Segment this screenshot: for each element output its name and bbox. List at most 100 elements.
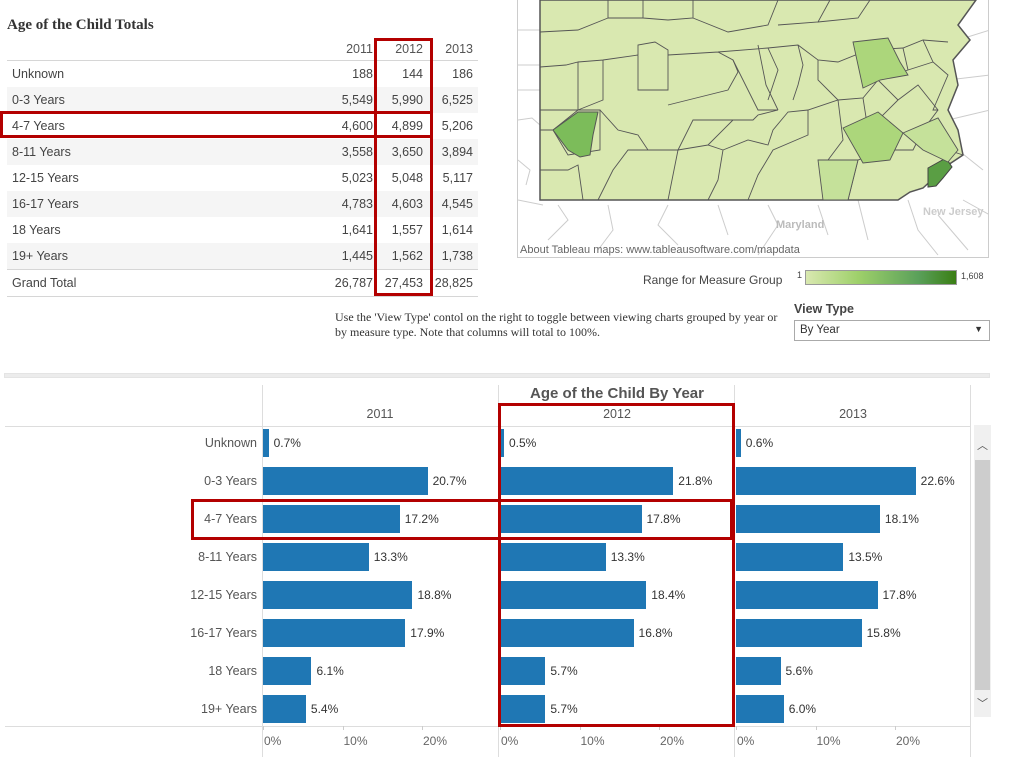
category-label: 4-7 Years (204, 512, 257, 526)
bar-label-2013: 18.1% (884, 512, 919, 526)
vertical-scrollbar[interactable]: ︿ ﹀ (974, 425, 991, 717)
table-header: 2011 2012 2013 (7, 36, 478, 61)
bar-label-2013: 15.8% (866, 626, 901, 640)
row-value-2012: 3,650 (391, 145, 423, 159)
county-map[interactable]: Maryland New Jersey (517, 0, 989, 258)
bar-2012[interactable] (500, 619, 634, 647)
bar-2013[interactable] (736, 619, 862, 647)
chart-title: Age of the Child By Year (530, 385, 704, 402)
bar-2013[interactable] (736, 581, 878, 609)
x-tick-label: 10% (816, 734, 841, 748)
bar-label-2011: 5.4% (310, 702, 339, 716)
row-value-2012: 5,048 (391, 171, 423, 185)
county-highlight-northeast (852, 37, 909, 89)
row-value-2011: 3,558 (341, 145, 373, 159)
x-tick-label: 0% (501, 734, 519, 748)
column-header-2013: 2013 (445, 42, 473, 56)
grand-total-row: Grand Total 26,787 27,453 28,825 (7, 269, 478, 297)
instructions-text: Use the 'View Type' contol on the right … (335, 310, 778, 339)
bar-2011[interactable] (263, 505, 400, 533)
row-label: 12-15 Years (12, 171, 79, 185)
bar-2013[interactable] (736, 543, 844, 571)
bar-label-2011: 13.3% (373, 550, 408, 564)
bar-2011[interactable] (263, 429, 269, 457)
row-label: 8-11 Years (12, 145, 71, 159)
bar-2011[interactable] (263, 543, 369, 571)
x-tick-label: 0% (264, 734, 282, 748)
bar-2011[interactable] (263, 695, 306, 723)
section-divider (4, 373, 990, 378)
panel-header-2013: 2013 (839, 407, 867, 421)
grand-total-2013: 28,825 (434, 276, 473, 290)
bar-label-2012: 0.5% (508, 436, 537, 450)
row-value-2011: 5,023 (341, 171, 373, 185)
panel-divider (970, 385, 971, 757)
bar-2012[interactable] (500, 505, 642, 533)
x-tick-mark (500, 726, 501, 730)
bar-label-2013: 0.6% (745, 436, 774, 450)
bar-2013[interactable] (736, 467, 916, 495)
scroll-up-icon[interactable]: ︿ (977, 440, 988, 452)
county-medium-2 (902, 117, 959, 163)
table-row: 8-11 Years 3,558 3,650 3,894 (7, 139, 478, 165)
row-value-2012: 5,990 (391, 93, 423, 107)
header-rule (5, 426, 971, 427)
row-value-2013: 1,614 (441, 223, 473, 237)
county-highlight-west (552, 111, 599, 158)
bar-label-2011: 0.7% (273, 436, 301, 450)
bar-2012[interactable] (500, 657, 546, 685)
view-type-dropdown[interactable]: By Year ▼ (794, 320, 990, 341)
x-tick-mark (422, 726, 423, 730)
row-value-2012: 4,603 (391, 197, 423, 211)
bar-2011[interactable] (263, 581, 413, 609)
bar-2012[interactable] (500, 467, 674, 495)
bar-label-2012: 18.4% (651, 588, 686, 602)
row-value-2013: 186 (452, 67, 473, 81)
x-tick-label: 10% (580, 734, 605, 748)
bar-label-2013: 22.6% (920, 474, 955, 488)
bar-2011[interactable] (263, 619, 406, 647)
county-highlight-southeast (842, 111, 904, 164)
row-value-2011: 1,641 (341, 223, 373, 237)
row-value-2013: 4,545 (441, 197, 473, 211)
x-tick-label: 20% (896, 734, 921, 748)
x-tick-mark (263, 726, 264, 730)
x-tick-label: 20% (423, 734, 448, 748)
bar-2012[interactable] (500, 543, 606, 571)
row-value-2012: 1,562 (391, 249, 423, 263)
bar-2013[interactable] (736, 505, 880, 533)
row-value-2011: 1,445 (341, 249, 373, 263)
category-label: 16-17 Years (190, 626, 257, 640)
row-value-2011: 4,600 (341, 119, 373, 133)
panel-divider (262, 385, 263, 757)
category-label: 19+ Years (201, 702, 257, 716)
county-medium-1 (817, 159, 859, 201)
x-tick-mark (342, 726, 344, 730)
pennsylvania-shape (539, 0, 977, 201)
bar-label-2012: 16.8% (638, 626, 673, 640)
bar-2012[interactable] (500, 581, 647, 609)
scroll-down-icon[interactable]: ﹀ (977, 698, 988, 710)
scrollbar-thumb[interactable] (975, 460, 990, 690)
bar-2013[interactable] (736, 695, 784, 723)
chevron-down-icon: ▼ (974, 324, 983, 334)
bar-2013[interactable] (736, 429, 741, 457)
legend-label: Range for Measure Group (643, 273, 783, 287)
map-attribution-link[interactable]: About Tableau maps: www.tableausoftware.… (520, 244, 800, 256)
bar-label-2011: 17.9% (410, 626, 445, 640)
row-value-2013: 1,738 (441, 249, 473, 263)
axis-rule (5, 726, 971, 727)
x-tick-mark (659, 726, 660, 730)
legend-max: 1,608 (961, 271, 984, 281)
x-tick-label: 0% (737, 734, 755, 748)
bar-2011[interactable] (263, 467, 428, 495)
bar-2012[interactable] (500, 695, 546, 723)
bar-label-2013: 13.5% (848, 550, 883, 564)
bar-label-2013: 5.6% (785, 664, 813, 678)
bar-2011[interactable] (263, 657, 312, 685)
x-tick-label: 10% (343, 734, 368, 748)
bar-2012[interactable] (500, 429, 504, 457)
row-value-2013: 5,206 (441, 119, 473, 133)
category-label: 0-3 Years (204, 474, 257, 488)
bar-2013[interactable] (736, 657, 781, 685)
